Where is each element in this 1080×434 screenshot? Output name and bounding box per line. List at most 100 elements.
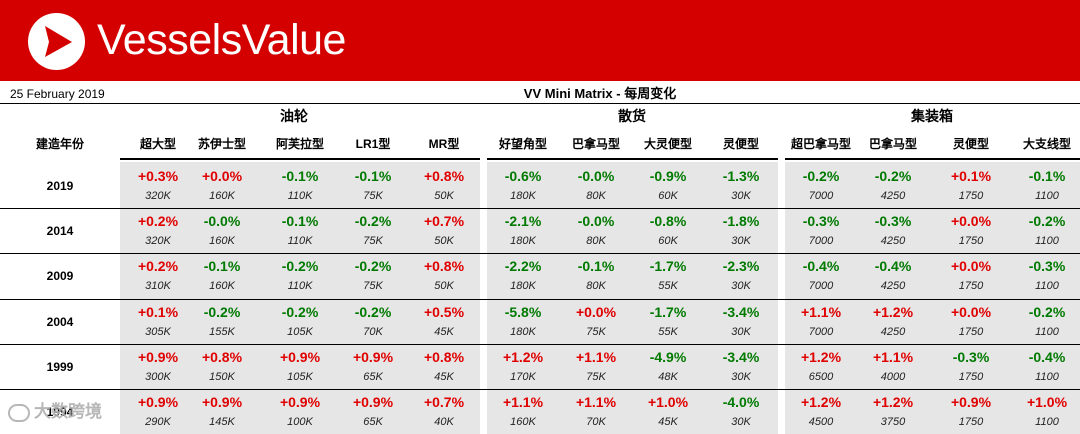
vv-triangle-logo-icon bbox=[28, 13, 85, 70]
vessel-size: 70K bbox=[363, 326, 383, 338]
weekly-change: +1.1% bbox=[800, 304, 842, 320]
row-year: 2009 bbox=[46, 269, 74, 283]
vessel-size: 160K bbox=[510, 416, 536, 428]
column-header: 苏伊士型 bbox=[197, 137, 246, 151]
row-divider bbox=[0, 389, 1080, 390]
weekly-change: +0.8% bbox=[423, 168, 465, 184]
vessel-size: 180K bbox=[510, 280, 536, 292]
weekly-change: -0.4% bbox=[802, 258, 840, 274]
column-header: 巴拿马型 bbox=[868, 137, 917, 151]
weekly-change: -0.3% bbox=[874, 213, 912, 229]
weekly-change: -5.8% bbox=[504, 304, 542, 320]
vessel-size: 320K bbox=[145, 190, 171, 202]
row-year: 1999 bbox=[46, 360, 74, 374]
vessel-size: 305K bbox=[145, 326, 171, 338]
weekly-change: +0.5% bbox=[423, 304, 465, 320]
column-header: 大支线型 bbox=[1022, 137, 1071, 151]
vessel-size: 300K bbox=[145, 371, 171, 383]
vessel-size: 75K bbox=[586, 371, 606, 383]
weekly-change: -1.7% bbox=[649, 304, 687, 320]
watermark: 大数跨境 bbox=[8, 402, 102, 422]
weekly-change: +0.8% bbox=[201, 349, 243, 365]
vessel-size: 1750 bbox=[958, 326, 984, 338]
weekly-change: -0.1% bbox=[354, 168, 392, 184]
weekly-change: -0.1% bbox=[1028, 168, 1066, 184]
chat-bubble-icon bbox=[8, 403, 30, 422]
weekly-change: -1.8% bbox=[722, 213, 760, 229]
weekly-change: +1.2% bbox=[872, 304, 914, 320]
vessel-size: 105K bbox=[287, 326, 313, 338]
vessel-size: 4500 bbox=[808, 416, 834, 428]
weekly-change: -0.2% bbox=[281, 258, 319, 274]
vessel-size: 55K bbox=[658, 280, 678, 292]
vessel-size: 170K bbox=[510, 371, 536, 383]
weekly-change: +1.1% bbox=[872, 349, 914, 365]
weekly-change: +0.0% bbox=[950, 213, 992, 229]
vessel-size: 7000 bbox=[808, 326, 834, 338]
vessel-size: 65K bbox=[363, 416, 383, 428]
weekly-change: +0.1% bbox=[137, 304, 179, 320]
row-year: 2004 bbox=[46, 315, 74, 329]
vessel-size: 45K bbox=[434, 371, 454, 383]
vessel-size: 75K bbox=[363, 190, 383, 202]
weekly-change: -0.0% bbox=[577, 168, 615, 184]
vessel-size: 160K bbox=[209, 235, 235, 247]
weekly-change: +0.9% bbox=[950, 394, 992, 410]
weekly-change: +0.7% bbox=[423, 213, 465, 229]
vessel-size: 30K bbox=[731, 416, 751, 428]
title-divider bbox=[0, 103, 1080, 104]
vessel-size: 30K bbox=[731, 280, 751, 292]
vessel-size: 4250 bbox=[880, 280, 906, 292]
group-shade bbox=[120, 162, 480, 434]
vessel-size: 75K bbox=[363, 280, 383, 292]
row-divider bbox=[0, 299, 1080, 300]
weekly-change: +0.2% bbox=[137, 258, 179, 274]
report-title: VV Mini Matrix - 每周变化 bbox=[523, 86, 677, 101]
vessel-size: 150K bbox=[209, 371, 235, 383]
vessel-size: 110K bbox=[287, 235, 313, 247]
column-header: 超巴拿马型 bbox=[790, 137, 851, 151]
weekly-change: -0.0% bbox=[577, 213, 615, 229]
vessel-size: 50K bbox=[434, 280, 454, 292]
weekly-change: +1.1% bbox=[575, 394, 617, 410]
weekly-change: +0.9% bbox=[279, 349, 321, 365]
vessel-size: 7000 bbox=[808, 235, 834, 247]
vessel-size: 1100 bbox=[1035, 190, 1059, 202]
vessel-size: 4250 bbox=[880, 235, 906, 247]
report-date: 25 February 2019 bbox=[10, 87, 105, 101]
column-header: 阿芙拉型 bbox=[275, 137, 324, 151]
vessel-size: 7000 bbox=[808, 190, 834, 202]
vessel-size: 320K bbox=[145, 235, 171, 247]
vessel-size: 70K bbox=[586, 416, 606, 428]
column-header: 巴拿马型 bbox=[571, 137, 620, 151]
weekly-change: +1.0% bbox=[647, 394, 689, 410]
row-divider bbox=[0, 208, 1080, 209]
vessel-size: 180K bbox=[510, 235, 536, 247]
row-year: 2014 bbox=[46, 224, 74, 238]
vessel-size: 1100 bbox=[1035, 416, 1059, 428]
weekly-change: -0.9% bbox=[649, 168, 687, 184]
vessel-size: 1750 bbox=[958, 235, 984, 247]
weekly-change: -0.2% bbox=[203, 304, 241, 320]
weekly-change: -0.4% bbox=[874, 258, 912, 274]
weekly-change: +0.9% bbox=[201, 394, 243, 410]
weekly-change: +0.0% bbox=[575, 304, 617, 320]
vessel-size: 180K bbox=[510, 326, 536, 338]
vessel-size: 4250 bbox=[880, 190, 906, 202]
weekly-change: -0.4% bbox=[1028, 349, 1066, 365]
weekly-change: -0.2% bbox=[281, 304, 319, 320]
vessel-size: 4000 bbox=[880, 371, 906, 383]
vessel-size: 310K bbox=[145, 280, 171, 292]
vessel-size: 100K bbox=[287, 416, 313, 428]
weekly-change: -0.2% bbox=[1028, 213, 1066, 229]
weekly-change: -4.0% bbox=[722, 394, 760, 410]
group-header-rule bbox=[785, 158, 1080, 160]
vessel-size: 50K bbox=[434, 235, 454, 247]
weekly-change: -0.3% bbox=[802, 213, 840, 229]
column-header: MR型 bbox=[428, 137, 460, 151]
vessel-size: 110K bbox=[287, 190, 313, 202]
vessel-size: 155K bbox=[209, 326, 235, 338]
vessel-size: 1750 bbox=[958, 416, 984, 428]
weekly-change: -0.2% bbox=[354, 213, 392, 229]
weekly-change: +0.0% bbox=[201, 168, 243, 184]
